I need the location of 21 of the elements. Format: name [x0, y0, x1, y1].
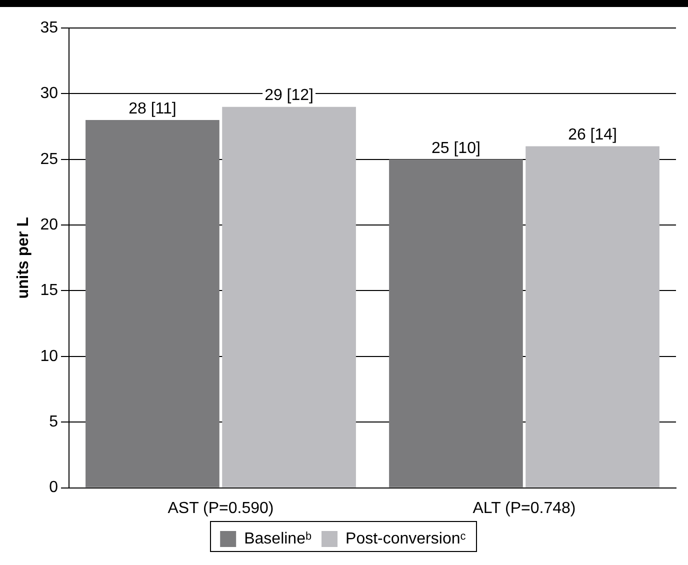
y-tick-label: 25 [40, 150, 58, 168]
y-tick-label: 30 [40, 85, 58, 102]
bar [86, 120, 220, 488]
y-tick-label: 15 [40, 282, 58, 300]
y-tick-label: 10 [40, 348, 58, 365]
data-label: 26 [14] [568, 126, 618, 144]
legend-label: Post-conversionᶜ [346, 530, 466, 548]
y-axis-title: units per L [15, 216, 32, 299]
y-tick-label: 5 [49, 414, 58, 431]
data-label: 29 [12] [264, 87, 314, 104]
legend-label: Baselineᵇ [244, 530, 312, 548]
x-tick-label: AST (P=0.590) [168, 500, 274, 517]
data-label: 25 [10] [431, 140, 480, 157]
y-tick-label: 35 [40, 19, 58, 36]
bar [389, 159, 523, 488]
bar [526, 146, 660, 488]
bar [222, 106, 356, 488]
y-tick-label: 20 [40, 216, 58, 234]
data-label: 28 [11] [128, 100, 176, 118]
x-tick-label: ALT (P=0.748) [472, 500, 576, 517]
y-tick-label: 0 [49, 479, 58, 496]
